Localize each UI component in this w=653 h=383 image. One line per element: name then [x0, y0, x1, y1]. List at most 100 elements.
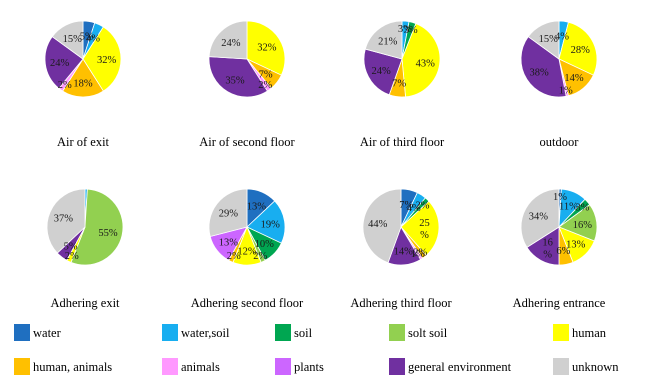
legend-swatch [553, 324, 569, 341]
pie-slice-solt-soil [70, 188, 124, 266]
slice-data-label: 21% [378, 36, 398, 47]
slice-data-label: 38% [529, 68, 549, 79]
pie-title: Adhering entrance [513, 296, 606, 310]
legend-swatch [162, 324, 178, 341]
pie-slice-unknown [520, 188, 560, 248]
legend-label: animals [181, 360, 220, 374]
slice-data-label: 29% [219, 209, 239, 220]
slice-data-label: 18% [73, 79, 93, 90]
slice-data-label: 16% [542, 238, 553, 261]
legend-item-human-animals: human, animals [14, 358, 112, 375]
slice-data-label: 28% [571, 45, 591, 56]
legend-label: plants [294, 360, 324, 374]
slice-data-label: 11% [559, 201, 578, 212]
pie-slice-unknown [46, 188, 86, 254]
slice-data-label: 2% [253, 251, 267, 262]
legend-label: unknown [572, 360, 619, 374]
slice-data-label: 3% [575, 202, 589, 213]
slice-data-label: 44% [368, 219, 388, 230]
legend-swatch [389, 358, 405, 375]
pie-slice-human [82, 26, 122, 92]
pie-air-of-third-floor: 3%3% 43% 7%24% 21% Air of third floor [360, 20, 445, 149]
pie-title: outdoor [540, 135, 580, 149]
slice-data-label: 37% [54, 214, 74, 225]
pie-title: Air of second floor [199, 135, 295, 149]
slice-data-label: 34% [529, 212, 549, 223]
slice-data-label: 3% [404, 25, 418, 36]
legend-item-water: water [14, 324, 62, 341]
slice-data-label: 1% [553, 192, 567, 203]
pie-slice-human [400, 200, 440, 256]
slice-data-label: 12% [237, 247, 257, 258]
pie-title: Adhering exit [50, 296, 120, 310]
pie-slice-unknown [364, 20, 403, 60]
slice-data-label: 4% [555, 32, 569, 43]
slice-data-label: 1% [411, 249, 425, 260]
pie-adhering-second-floor: 13%19%10%2%12%2%13%29%Adhering second fl… [191, 188, 304, 310]
slice-data-label: 13% [219, 237, 239, 248]
pie-slice-human [246, 20, 286, 76]
pie-slice-general-env [363, 48, 403, 96]
slice-data-label: 2% [58, 80, 72, 91]
slice-data-label: 10% [255, 239, 275, 250]
slice-data-label: 4% [86, 34, 100, 45]
pie-slice-human [401, 23, 441, 98]
slice-data-label: 2% [258, 80, 272, 91]
slice-data-label: 7% [392, 78, 406, 89]
legend-label: solt soil [408, 326, 448, 340]
pie-slice-unknown [51, 20, 84, 60]
legend-item-water-soil: water,soil [162, 324, 230, 341]
legend-label: water,soil [181, 326, 230, 340]
slice-data-label: 15% [63, 34, 83, 45]
legend-item-animals: animals [162, 358, 220, 375]
legend-label: general environment [408, 360, 512, 374]
pie-air-of-second-floor: 32% 7%2% 35% 24% Air of second floor [199, 20, 296, 149]
slice-data-label: 55% [98, 228, 118, 239]
slice-data-label: 24% [371, 66, 391, 77]
slice-data-label: 14% [394, 247, 414, 258]
slice-data-label: 43% [416, 58, 436, 69]
slice-data-label: 5% [80, 32, 94, 43]
pie-slice-unknown [208, 20, 248, 60]
slice-data-label: 2% [227, 251, 241, 262]
legend-swatch [162, 358, 178, 375]
pie-slice-unknown [208, 188, 248, 237]
legend-swatch [14, 358, 30, 375]
pie-slice-unknown [527, 20, 560, 60]
pie-adhering-entrance: 1%11%3%16%13%6%16 %34%Adhering entrance [513, 188, 606, 310]
legend-swatch [14, 324, 30, 341]
pie-slice-human [558, 21, 598, 76]
slice-data-label: 2% [416, 200, 430, 211]
slice-data-label: 24% [221, 38, 241, 49]
legend-swatch [275, 324, 291, 341]
slice-data-label: 2% [65, 251, 79, 262]
legend-swatch [389, 324, 405, 341]
legend-item-solt-soil: solt soil [389, 324, 448, 341]
legend-item-plants: plants [275, 358, 324, 375]
pie-title: Adhering third floor [350, 296, 452, 310]
legend-item-human: human [553, 324, 607, 341]
pie-slice-human-animals [62, 58, 104, 98]
pie-outdoor: 4%28% 14%1% 38% 15% outdoor [520, 20, 598, 149]
legend-label: human [572, 326, 607, 340]
slice-data-label: 32% [257, 42, 277, 53]
slice-data-label: 25% [419, 218, 430, 241]
slice-data-label: 3% [398, 24, 412, 35]
slice-data-label: 13% [566, 240, 586, 251]
slice-data-label: 16% [573, 220, 593, 231]
slice-data-label: 5% [64, 242, 78, 253]
pie-slice-general-env [208, 56, 268, 98]
legend-item-general-env: general environment [389, 358, 512, 375]
slice-data-label: 6% [556, 246, 570, 257]
legend-label: soil [294, 326, 313, 340]
slice-data-label: 35% [225, 75, 245, 86]
slice-data-label: 32% [97, 55, 117, 66]
slice-data-label: 24% [50, 58, 70, 69]
legend-swatch [275, 358, 291, 375]
pie-adhering-exit: 55% 2%5% 37% Adhering exit [46, 188, 124, 310]
pie-adhering-third-floor: 7%4%2%25 %2%1%14%44%Adhering third floor [350, 188, 453, 310]
pie-slice-water-soil [246, 200, 286, 244]
pie-title: Air of third floor [360, 135, 445, 149]
pies: 5%4%32%18%2%24%15%Air of exit32%7%2%35%2… [44, 20, 606, 310]
